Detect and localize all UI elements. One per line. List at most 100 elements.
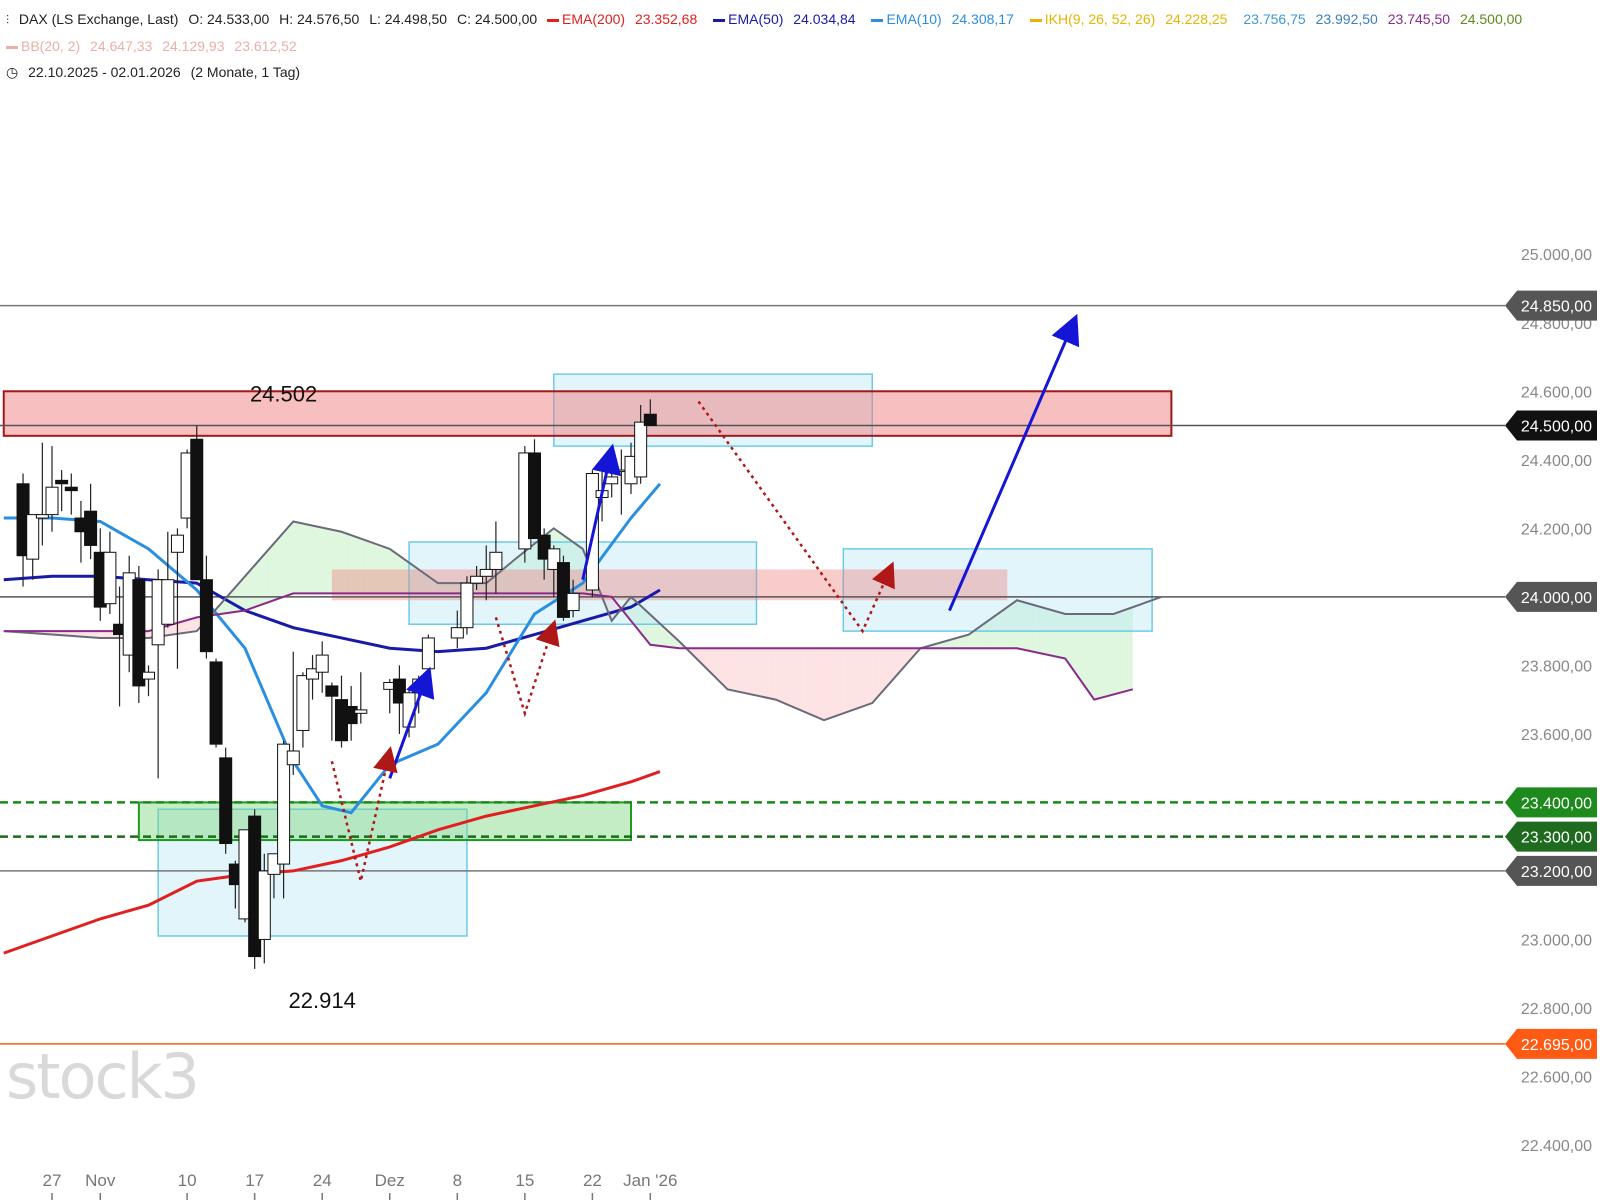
ichimoku-cloud-segment bbox=[1094, 613, 1104, 700]
price-level-badge bbox=[1505, 581, 1597, 612]
ema200-legend-swatch bbox=[547, 18, 560, 22]
candle-body bbox=[344, 705, 358, 725]
candle-body bbox=[479, 568, 493, 577]
candle-body bbox=[26, 514, 40, 560]
y-tick-label: 22.600,00 bbox=[1521, 1069, 1592, 1086]
candle-body bbox=[450, 627, 464, 639]
candle-body bbox=[605, 476, 619, 485]
ichimoku-cloud-segment bbox=[824, 648, 834, 721]
ichimoku-cloud-segment bbox=[1036, 605, 1046, 655]
ichimoku-cloud-segment bbox=[1103, 613, 1114, 698]
target-box bbox=[157, 808, 468, 937]
ichimoku-cloud-segment bbox=[225, 587, 236, 614]
ichimoku-cloud-segment bbox=[611, 596, 622, 621]
price-level-label: 24.850,00 bbox=[1521, 299, 1592, 316]
ichimoku-cloud-segment bbox=[187, 617, 197, 633]
ikh-value-2: 23.756,75 bbox=[1243, 11, 1306, 27]
ichimoku-cloud-segment bbox=[843, 648, 853, 714]
ichimoku-cloud-segment bbox=[727, 648, 738, 692]
candle-body bbox=[209, 661, 223, 745]
x-tick-label: 10 bbox=[178, 1171, 197, 1190]
y-tick-label: 22.400,00 bbox=[1521, 1138, 1592, 1155]
y-tick-label: 24.400,00 bbox=[1521, 453, 1592, 470]
candle-body bbox=[547, 548, 561, 570]
extreme-annotation: 24.502 bbox=[250, 382, 317, 407]
candle-body bbox=[142, 671, 155, 680]
ichimoku-cloud-segment bbox=[360, 538, 371, 594]
ichimoku-cloud-segment bbox=[978, 620, 989, 649]
ichimoku-cloud-segment bbox=[399, 555, 410, 594]
candle-body bbox=[103, 551, 117, 605]
price-level-label: 23.200,00 bbox=[1521, 864, 1592, 881]
ikh-legend-swatch bbox=[1029, 18, 1042, 22]
candle-body bbox=[257, 870, 271, 940]
x-tick-label: Jan '26 bbox=[623, 1171, 677, 1190]
ichimoku-cloud-segment bbox=[1123, 607, 1133, 692]
legend-row-1: ⫶ DAX (LS Exchange, Last) O: 24.533,00 H… bbox=[6, 11, 1528, 28]
candle-body bbox=[199, 579, 213, 653]
ichimoku-cloud-segment bbox=[389, 548, 400, 594]
ichimoku-cloud-segment bbox=[341, 531, 352, 594]
close-value: C: 24.500,00 bbox=[456, 11, 538, 27]
candle-body bbox=[489, 551, 503, 570]
scenario-arrow bbox=[697, 400, 895, 634]
ichimoku-cloud-segment bbox=[746, 648, 757, 696]
candle-body bbox=[354, 709, 368, 714]
candle-body bbox=[634, 421, 648, 478]
ema10-value: 24.308,17 bbox=[951, 11, 1014, 27]
forecast-arrow bbox=[581, 443, 622, 581]
candle-body bbox=[286, 750, 300, 766]
ichimoku-cloud-segment bbox=[1026, 603, 1037, 653]
clock-icon: ◷ bbox=[6, 64, 19, 80]
y-tick-label: 24.200,00 bbox=[1521, 521, 1592, 538]
ichimoku-cloud-segment bbox=[312, 525, 323, 594]
ichimoku-cloud-segment bbox=[428, 576, 438, 594]
y-tick-label: 23.600,00 bbox=[1521, 727, 1592, 744]
scenario-arrow bbox=[330, 746, 398, 882]
resistance-2-zone bbox=[331, 569, 1008, 601]
ichimoku-cloud-segment bbox=[380, 545, 390, 594]
candle-body bbox=[170, 534, 184, 553]
legend-row-3: ◷ 22.10.2025 - 02.01.2026 (2 Monate, 1 T… bbox=[6, 64, 306, 81]
candle-body bbox=[643, 413, 657, 427]
y-tick-label: 23.800,00 bbox=[1521, 658, 1592, 675]
forecast-arrow bbox=[948, 313, 1080, 612]
candle-body bbox=[296, 675, 310, 731]
y-tick-label: 22.800,00 bbox=[1521, 1001, 1592, 1018]
x-tick-label: 8 bbox=[453, 1171, 462, 1190]
ichimoku-cloud-segment bbox=[1065, 613, 1075, 673]
candle-body bbox=[556, 562, 570, 618]
candle-body bbox=[421, 637, 435, 670]
ichimoku-cloud-segment bbox=[659, 623, 670, 648]
candle-body bbox=[45, 486, 59, 516]
bb-legend-swatch bbox=[6, 45, 18, 49]
candle-body bbox=[306, 668, 320, 680]
ichimoku-cloud-segment bbox=[283, 521, 294, 597]
ichimoku-cloud-segment bbox=[438, 583, 448, 594]
candle-body bbox=[55, 479, 69, 485]
candle-body bbox=[64, 486, 78, 492]
price-level-label: 24.500,00 bbox=[1521, 419, 1592, 436]
ichimoku-cloud-segment bbox=[322, 527, 332, 594]
ema50-value: 24.034,84 bbox=[793, 11, 856, 27]
ichimoku-cloud-segment bbox=[1017, 600, 1027, 651]
candle-body bbox=[566, 592, 580, 612]
ichimoku-cloud-segment bbox=[1045, 608, 1056, 657]
ichimoku-cloud-segment bbox=[775, 648, 786, 704]
legend-row-2: BB(20, 2) 24.647,33 24.129,93 23.612,52 bbox=[6, 38, 303, 54]
ema50-label: EMA(50) bbox=[728, 11, 784, 27]
ichimoku-cloud-segment bbox=[573, 542, 583, 594]
x-tick-label: 15 bbox=[515, 1171, 534, 1190]
x-tick-label: 24 bbox=[313, 1171, 332, 1190]
ichimoku-cloud-segment bbox=[814, 648, 824, 721]
candle-body bbox=[528, 452, 541, 540]
candlestick-icon: ⫶ bbox=[6, 13, 10, 27]
x-tick-label: 27 bbox=[43, 1171, 62, 1190]
ichimoku-cloud-segment bbox=[409, 562, 419, 594]
price-level-label: 24.000,00 bbox=[1521, 590, 1592, 607]
ichimoku-cloud-segment bbox=[476, 583, 487, 594]
ikh-value-5: 24.500,00 bbox=[1459, 11, 1523, 27]
ichimoku-cloud-segment bbox=[302, 523, 313, 594]
x-tick-label: 22 bbox=[583, 1171, 602, 1190]
